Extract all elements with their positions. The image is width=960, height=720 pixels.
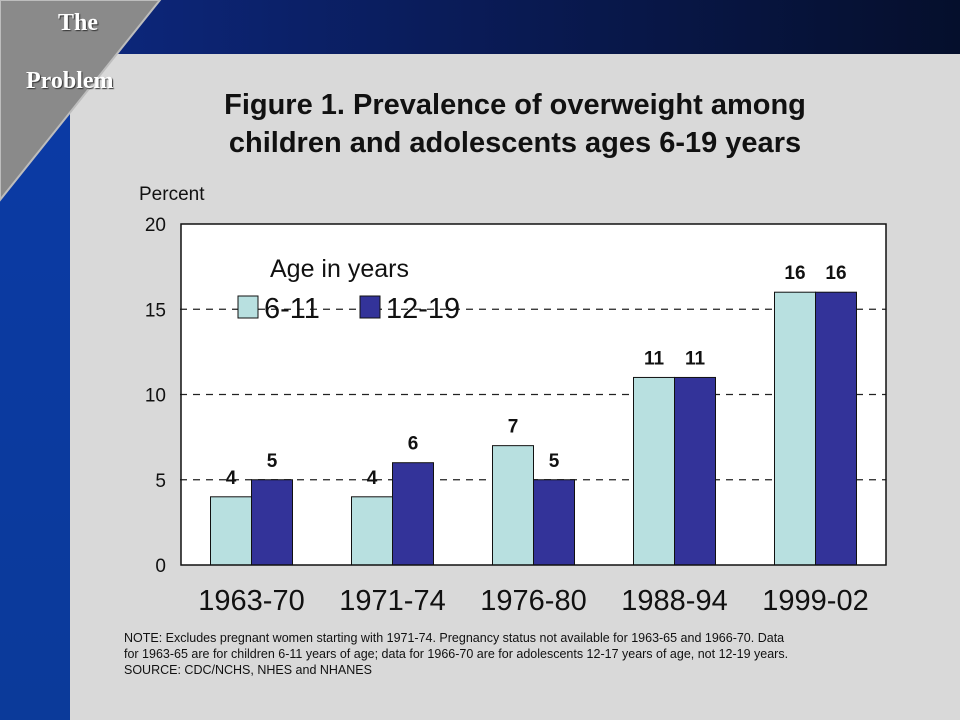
y-tick-label-5: 5 [155, 471, 166, 492]
data-label-12-19-1999-02: 16 [825, 263, 846, 284]
bar-6-11-1988-94 [633, 376, 675, 566]
x-tick-label-1988-94: 1988-94 [621, 585, 727, 617]
top-banner [0, 0, 960, 54]
chart-note: NOTE: Excludes pregnant women starting w… [124, 630, 944, 678]
y-tick-label-20: 20 [145, 215, 166, 236]
section-corner-badge [0, 0, 162, 202]
section-label-the: The [58, 10, 99, 36]
data-label-6-11-1999-02: 16 [784, 263, 805, 284]
bar-12-19-1976-80 [533, 479, 575, 566]
y-tick-label-15: 15 [145, 300, 166, 321]
y-axis-label: Percent [139, 184, 205, 205]
bar-6-11-1971-74 [351, 496, 393, 566]
bar-6-11-1963-70 [210, 496, 252, 566]
plot-frame [180, 223, 887, 566]
legend-swatch-12-19 [359, 295, 381, 319]
x-tick-label-1971-74: 1971-74 [339, 585, 445, 617]
data-label-12-19-1971-74: 6 [408, 434, 419, 455]
note-line-3: SOURCE: CDC/NCHS, NHES and NHANES [124, 663, 372, 677]
note-line-1: NOTE: Excludes pregnant women starting w… [124, 631, 785, 645]
data-label-6-11-1971-74: 4 [367, 468, 378, 489]
data-label-6-11-1963-70: 4 [226, 468, 237, 489]
y-tick-label-0: 0 [155, 556, 166, 577]
data-label-12-19-1976-80: 5 [549, 451, 560, 472]
data-label-12-19-1988-94: 11 [685, 348, 706, 369]
bar-12-19-1988-94 [674, 376, 716, 566]
y-tick-label-10: 10 [145, 386, 166, 407]
section-label-problem: Problem [26, 68, 114, 94]
bar-12-19-1963-70 [251, 479, 293, 566]
legend-swatch-6-11 [237, 295, 259, 319]
bar-12-19-1971-74 [392, 462, 434, 566]
bar-12-19-1999-02 [815, 291, 857, 566]
bar-6-11-1976-80 [492, 445, 534, 566]
chart-title-line1: Figure 1. Prevalence of overweight among [224, 89, 806, 121]
data-label-6-11-1988-94: 11 [644, 348, 665, 369]
legend-label-6-11: 6-11 [264, 293, 320, 325]
bar-6-11-1999-02 [774, 291, 816, 566]
x-tick-label-1963-70: 1963-70 [198, 585, 304, 617]
plot-area: 0 5 10 15 20 4 5 1963-70 4 6 1971-74 7 5 1976-80 11 11 1… [145, 215, 887, 617]
note-line-2: for 1963-65 are for children 6-11 years … [124, 647, 789, 661]
x-tick-label-1976-80: 1976-80 [480, 585, 586, 617]
chart-title-line2: children and adolescents ages 6-19 years [228, 127, 802, 159]
data-label-12-19-1963-70: 5 [267, 451, 278, 472]
legend-title: Age in years [270, 255, 409, 283]
corner-triangle [0, 0, 162, 202]
legend-label-12-19: 12-19 [386, 293, 460, 325]
chart-title: Figure 1. Prevalence of overweight among… [150, 86, 880, 162]
data-label-6-11-1976-80: 7 [508, 417, 519, 438]
x-tick-label-1999-02: 1999-02 [762, 585, 868, 617]
